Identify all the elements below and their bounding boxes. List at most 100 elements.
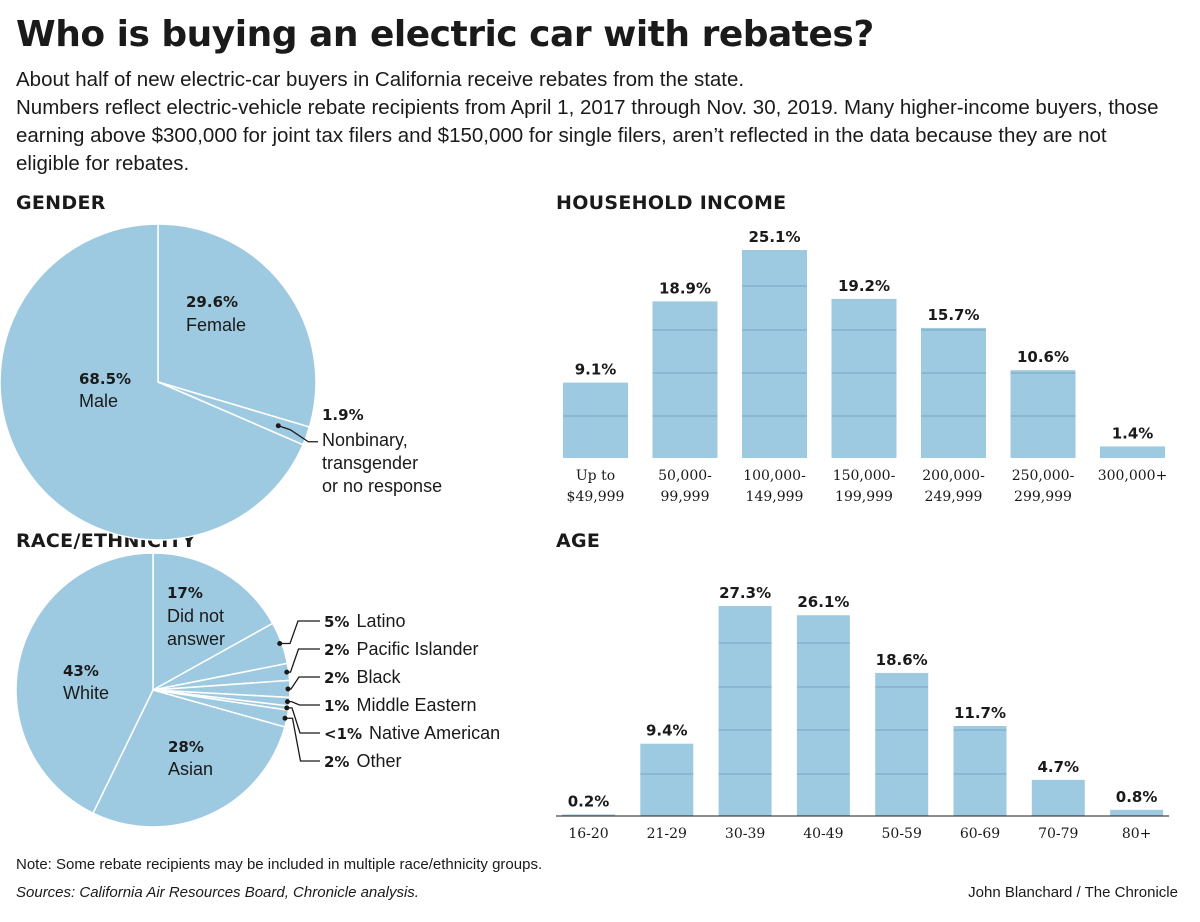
leader-line [287, 700, 320, 706]
bar [652, 301, 718, 458]
bar [953, 726, 1007, 816]
slice-name-label: answer [167, 629, 225, 649]
bar [875, 672, 929, 816]
category-tick-label: Up to [576, 468, 615, 484]
bar-value-label: 18.6% [876, 651, 928, 669]
credit: John Blanchard / The Chronicle [968, 884, 1178, 901]
leader-line [285, 717, 320, 762]
slice-name-label: Other [356, 751, 401, 771]
callout-label: 2% Black [324, 667, 401, 687]
callout-label: <1% Native American [324, 723, 500, 743]
category-tick-label: 300,000+ [1098, 468, 1168, 484]
bar [1010, 370, 1076, 458]
slice-pct-label: 28% [168, 738, 204, 756]
bar [1100, 446, 1165, 458]
bar [921, 327, 986, 458]
slice-pct-label: 1.9% [322, 406, 364, 424]
slice-pct-label: 29.6% [186, 293, 238, 311]
bar [831, 298, 897, 458]
bar-value-label: 25.1% [748, 228, 800, 246]
pie-slice [0, 223, 304, 541]
slice-name-label: White [63, 683, 109, 703]
slice-pct-label: 2% [324, 641, 349, 659]
intro-text: About half of new electric-car buyers in… [16, 66, 1166, 178]
category-tick-label: 30-39 [725, 826, 765, 842]
category-tick-label: 50,000- [658, 468, 712, 484]
bar-value-label: 9.1% [575, 361, 617, 379]
sources: Sources: California Air Resources Board,… [16, 884, 419, 901]
slice-name-label: Male [79, 391, 118, 411]
slice-pct-label: 17% [167, 584, 203, 602]
bar [796, 615, 850, 816]
slice-name-label: Middle Eastern [356, 695, 476, 715]
category-tick-label: 21-29 [647, 826, 687, 842]
age-heading: AGE [556, 530, 601, 552]
category-tick-label: 100,000- [743, 468, 806, 484]
callout-label: 2% Other [324, 751, 402, 771]
bar-value-label: 1.4% [1112, 424, 1154, 442]
chart-title: Who is buying an electric car with rebat… [16, 14, 874, 55]
bar [640, 743, 694, 816]
slice-name-label: Latino [356, 611, 405, 631]
callout-label: 2% Pacific Islander [324, 639, 479, 659]
slice-pct-label: 5% [324, 613, 349, 631]
slice-name-label: Did not [167, 606, 224, 626]
slice-name-label: transgender [322, 453, 418, 473]
intro-line-1: About half of new electric-car buyers in… [16, 68, 745, 91]
footnote: Note: Some rebate recipients may be incl… [16, 856, 543, 873]
bar [1110, 809, 1164, 816]
slice-pct-label: <1% [324, 725, 362, 743]
category-tick-label: 40-49 [803, 826, 843, 842]
category-tick-label: 299,999 [1014, 489, 1072, 505]
bar [1031, 779, 1085, 816]
leader-line [286, 648, 320, 673]
category-tick-label: 249,999 [925, 489, 983, 505]
bar [742, 250, 807, 458]
pie-slice [92, 689, 286, 828]
bar-value-label: 10.6% [1017, 348, 1069, 366]
category-tick-label: 149,999 [746, 489, 804, 505]
bar [718, 606, 772, 816]
bar-value-label: 27.3% [719, 584, 771, 602]
income-heading: HOUSEHOLD INCOME [556, 192, 787, 214]
slice-pct-label: 68.5% [79, 370, 131, 388]
category-tick-label: 99,999 [661, 489, 710, 505]
category-tick-label: 50-59 [882, 826, 922, 842]
bar [562, 814, 615, 816]
bar-value-label: 26.1% [797, 593, 849, 611]
category-tick-label: 200,000- [922, 468, 985, 484]
slice-pct-label: 2% [324, 753, 349, 771]
bar-value-label: 0.8% [1116, 788, 1158, 806]
slice-name-label: Native American [369, 723, 500, 743]
slice-name-label: Asian [168, 759, 213, 779]
bar-value-label: 11.7% [954, 704, 1006, 722]
category-tick-label: 150,000- [833, 468, 896, 484]
bar-value-label: 9.4% [646, 722, 688, 740]
bar-value-label: 15.7% [927, 306, 979, 324]
slice-pct-label: 2% [324, 669, 349, 687]
leader-line [286, 707, 320, 734]
bar [563, 382, 628, 458]
bar-value-label: 0.2% [568, 792, 610, 810]
category-tick-label: 80+ [1122, 826, 1152, 842]
pie-slice [152, 552, 274, 692]
bar-value-label: 19.2% [838, 277, 890, 295]
category-tick-label: 16-20 [568, 826, 608, 842]
slice-pct-label: 43% [63, 662, 99, 680]
intro-line-2: Numbers reflect electric-vehicle rebate … [16, 96, 1159, 175]
bar-value-label: 18.9% [659, 279, 711, 297]
slice-name-label: Nonbinary, [322, 430, 408, 450]
leader-line [278, 425, 318, 443]
slice-name-label: Black [356, 667, 401, 687]
slice-name-label: or no response [322, 476, 442, 496]
gender-heading: GENDER [16, 192, 106, 214]
pie-slice [15, 552, 154, 815]
leader-line [279, 620, 320, 645]
category-tick-label: 70-79 [1038, 826, 1078, 842]
pie-slice [157, 223, 317, 428]
category-tick-label: 250,000- [1012, 468, 1075, 484]
